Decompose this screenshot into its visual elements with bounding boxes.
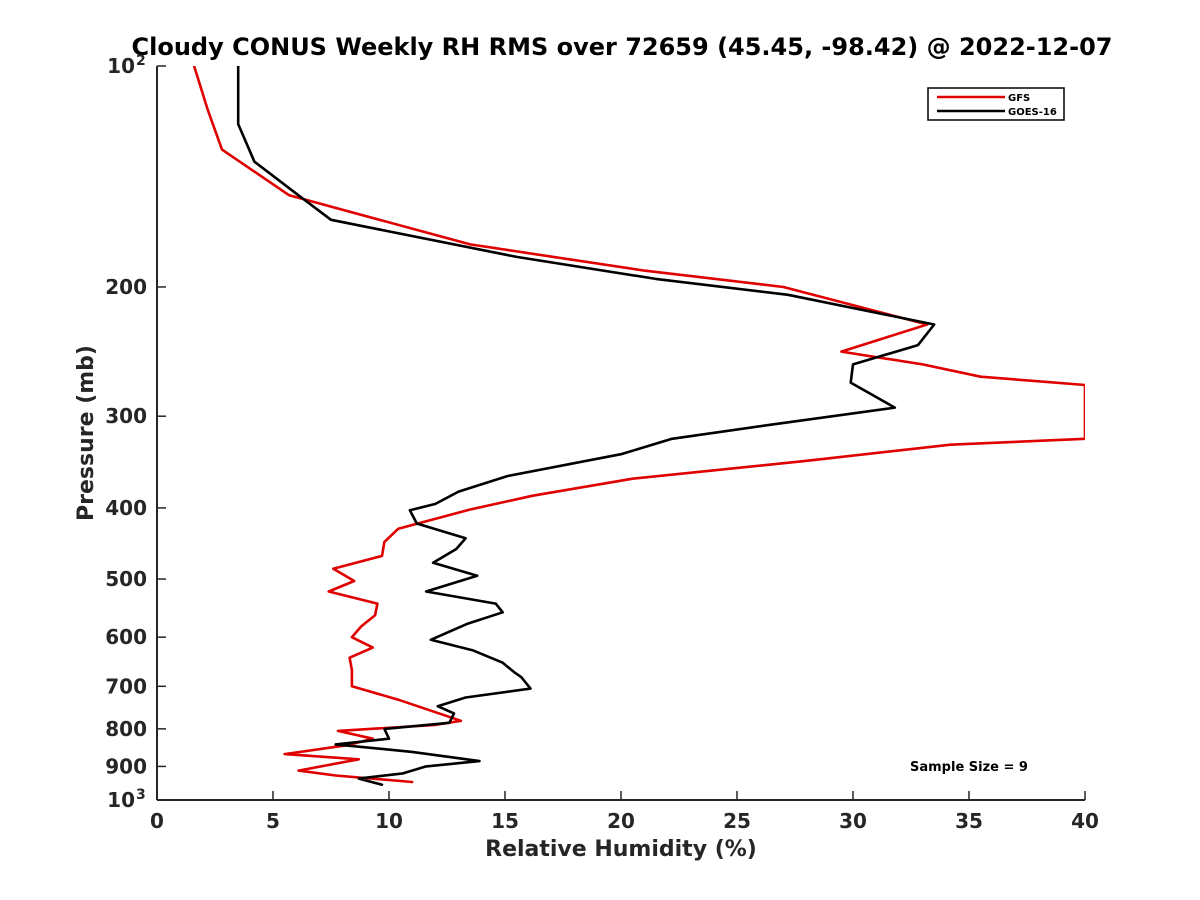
series-layer: [192, 66, 1085, 787]
x-ticks: 0 5 10 15 20 25 30 35 40: [150, 791, 1099, 833]
y-tick-label: 800: [105, 717, 147, 741]
chart-title: Cloudy CONUS Weekly RH RMS over 72659 (4…: [132, 33, 1113, 61]
y-tick-label: 700: [105, 674, 147, 698]
y-tick-label: 900: [105, 754, 147, 778]
x-tick-label: 5: [266, 809, 280, 833]
series-line-goes16: [236, 66, 936, 787]
series-line-gfs: [192, 66, 1085, 784]
plot-area: 0 5 10 15 20 25 30 35 40 10 220030040050060070080…: [105, 53, 1099, 833]
y-tick-label: 300: [105, 404, 147, 428]
y-tick-label: 10: [107, 788, 135, 812]
y-tick-label: 600: [105, 625, 147, 649]
legend-box: [927, 87, 1065, 121]
legend-label-gfs: GFS: [1008, 93, 1030, 104]
x-tick-label: 0: [150, 809, 164, 833]
x-tick-label: 20: [607, 809, 635, 833]
x-tick-label: 35: [955, 809, 983, 833]
x-tick-label: 25: [723, 809, 751, 833]
legend-label-goes16: GOES-16: [1008, 107, 1057, 118]
y-tick-label: 200: [105, 275, 147, 299]
x-axis-label: Relative Humidity (%): [485, 837, 757, 862]
y-tick-label: 500: [105, 567, 147, 591]
x-tick-label: 15: [491, 809, 519, 833]
y-axis-label: Pressure (mb): [74, 345, 99, 521]
y-tick-label: 10: [107, 54, 135, 78]
legend: GFS GOES-16: [927, 87, 1065, 121]
sample-size-annotation: Sample Size = 9: [910, 760, 1028, 775]
y-tick-label: 400: [105, 496, 147, 520]
x-tick-label: 10: [375, 809, 403, 833]
x-tick-label: 40: [1071, 809, 1099, 833]
x-tick-label: 30: [839, 809, 867, 833]
y-tick-exponent: 3: [136, 787, 146, 803]
y-tick-exponent: 2: [136, 53, 146, 69]
